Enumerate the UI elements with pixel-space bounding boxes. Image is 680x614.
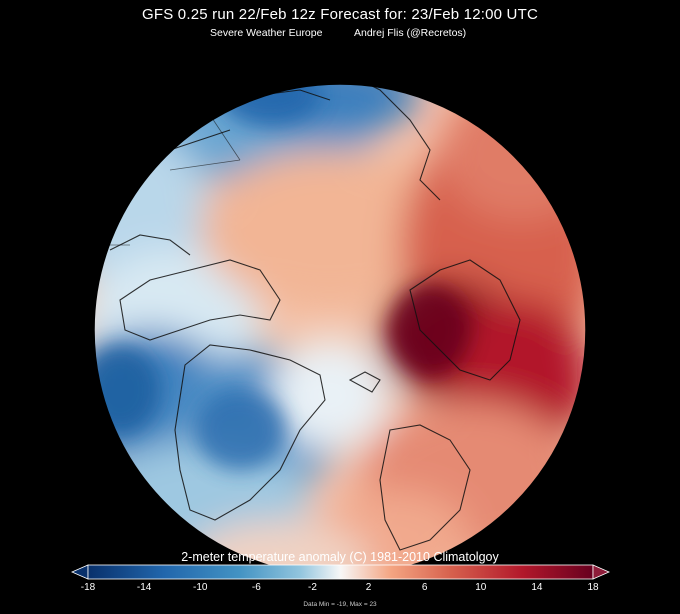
colorbar-tick-label: 2 bbox=[365, 582, 372, 593]
map-subtitle-author: Andrej Flis (@Recretos) bbox=[354, 27, 467, 39]
temperature-anomaly-field bbox=[94, 84, 586, 576]
colorbar-tick-label: -18 bbox=[80, 582, 96, 593]
colorbar-tick-label: -6 bbox=[251, 582, 261, 593]
colorbar-max-arrow bbox=[592, 564, 610, 580]
colorbar-tick-label: -2 bbox=[307, 582, 317, 593]
colorbar-tick-label: 10 bbox=[475, 582, 487, 593]
colorbar-tick-label: -10 bbox=[192, 582, 208, 593]
map-title: GFS 0.25 run 22/Feb 12z Forecast for: 23… bbox=[142, 6, 538, 23]
colorbar-tick-label: 18 bbox=[587, 582, 599, 593]
colorbar-tick-label: 6 bbox=[421, 582, 428, 593]
colorbar-tick-label: -14 bbox=[136, 582, 152, 593]
map-subtitle-source: Severe Weather Europe bbox=[210, 27, 323, 39]
colorbar-min-arrow bbox=[71, 564, 89, 580]
colorbar-gradient bbox=[87, 564, 594, 580]
colorbar-tick-label: 14 bbox=[531, 582, 543, 593]
colorbar-title: 2-meter temperature anomaly (C) 1981-201… bbox=[181, 550, 499, 564]
data-min-max: Data Min = -19, Max = 23 bbox=[303, 601, 377, 608]
